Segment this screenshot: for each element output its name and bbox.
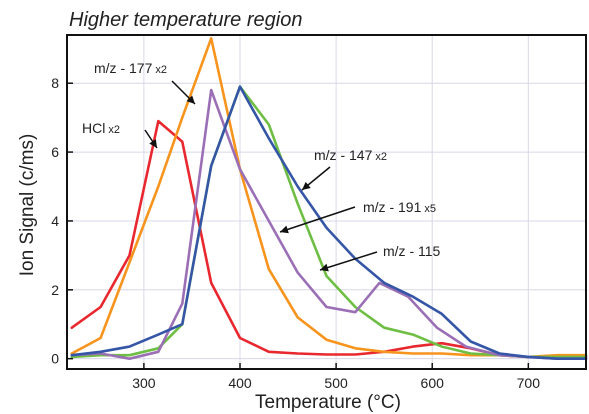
plot-frame [66,34,587,370]
annotation-m-z-147: m/z - 147 x2 [301,147,387,191]
y-tick-label: 0 [51,351,59,367]
x-tick-label: 600 [421,375,445,391]
annotation-label: m/z - 191 x5 [363,199,436,215]
series-line-m-z-191 [70,88,588,361]
annotation-m-z-177: m/z - 177 x2 [94,60,196,105]
annotation-arrowhead [280,225,289,234]
y-tick-label: 6 [51,144,59,160]
series-layer [70,37,588,361]
annotation-hcl: HCl x2 [82,120,158,149]
annotation-label: m/z - 115 [383,243,441,259]
y-tick-label: 4 [51,213,59,229]
annotation-label: m/z - 147 x2 [314,147,387,163]
annotation-arrowhead [320,263,329,272]
y-axis-label: Ion Signal (c/ms) [17,134,38,277]
x-tick-label: 300 [132,375,156,391]
annotations-layer: m/z - 177 x2 HCl x2 m/z - 147 x2 m/z - 191 … [82,60,441,272]
annotation-m-z-115: m/z - 115 [319,243,441,272]
annotation-arrow-line [319,251,378,271]
annotation-arrow-line [279,206,356,233]
y-tick-label: 8 [51,75,59,91]
x-tick-label: 700 [517,375,541,391]
series-line-m-z-177 [70,37,588,359]
annotation-label: HCl x2 [82,120,120,136]
series-line-m-z-115 [70,85,588,361]
annotation-label: m/z - 177 x2 [94,60,167,76]
annotation-arrowhead [149,139,157,148]
annotation-m-z-191: m/z - 191 x5 [279,199,436,234]
x-tick-label: 400 [228,375,252,391]
axis-ticks: 300 400 500 600 700 0 2 4 6 8 [51,75,540,391]
grid-lines [67,35,586,369]
x-axis-label: Temperature (°C) [255,392,401,413]
x-tick-label: 500 [324,375,348,391]
series-line-m-z-147 [70,85,588,359]
y-tick-label: 2 [51,282,59,298]
annotation-arrowhead [186,95,195,104]
annotation-arrowhead [302,181,311,190]
chart-title: Higher temperature region [69,9,302,31]
